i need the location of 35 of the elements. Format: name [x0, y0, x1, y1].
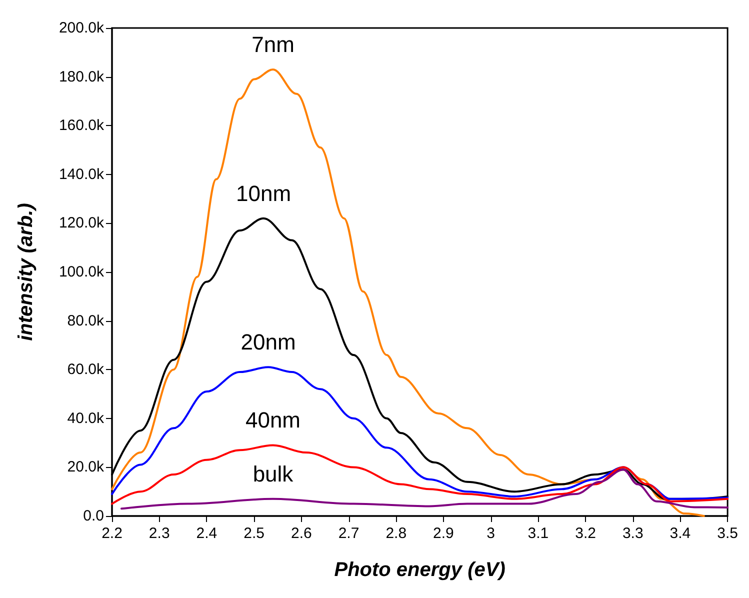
series-label: 20nm: [240, 330, 296, 355]
y-tick-label: 160.0k: [58, 117, 104, 134]
y-tick-label: 100.0k: [58, 264, 104, 280]
x-tick-label: 2.2: [102, 525, 122, 542]
x-tick-label: 3.2: [575, 525, 596, 542]
x-tick-label: 2.5: [244, 525, 264, 542]
y-tick-label: 80.0k: [67, 312, 104, 330]
line-series: [111, 444, 729, 505]
series-label: 10nm: [236, 180, 292, 206]
y-tick-label: 120.0k: [58, 214, 104, 232]
x-tick-label: 2.9: [433, 525, 454, 542]
y-tick-label: 140.0k: [58, 166, 104, 183]
y-tick-label: 40.0k: [67, 410, 104, 427]
x-tick-label: 3.1: [528, 525, 549, 542]
x-tick-label: 3: [486, 525, 495, 542]
y-tick-label: 60.0k: [67, 361, 104, 378]
line-series: [111, 68, 705, 517]
x-tick-label: 2.3: [148, 525, 170, 542]
line-series: [111, 366, 729, 500]
x-axis-title: Photo energy (eV): [334, 559, 506, 581]
x-tick-label: 3.5: [717, 525, 738, 542]
y-tick-label: 0.0: [83, 508, 104, 524]
x-tick-label: 2.4: [196, 525, 218, 542]
series-label: bulk: [252, 461, 294, 486]
x-tick-label: 2.8: [386, 525, 407, 542]
y-axis-title: intensity (arb.): [15, 202, 37, 341]
x-tick-label: 2.6: [290, 525, 312, 542]
y-tick-label: 20.0k: [67, 458, 104, 476]
series-label: 40nm: [245, 408, 301, 433]
y-tick-label: 180.0k: [58, 68, 104, 86]
x-tick-label: 3.4: [670, 525, 691, 542]
x-tick-label: 3.3: [622, 525, 644, 542]
y-tick-label: 200.0k: [58, 20, 104, 36]
x-tick-label: 2.7: [338, 525, 360, 542]
series-label: 7nm: [252, 32, 294, 57]
